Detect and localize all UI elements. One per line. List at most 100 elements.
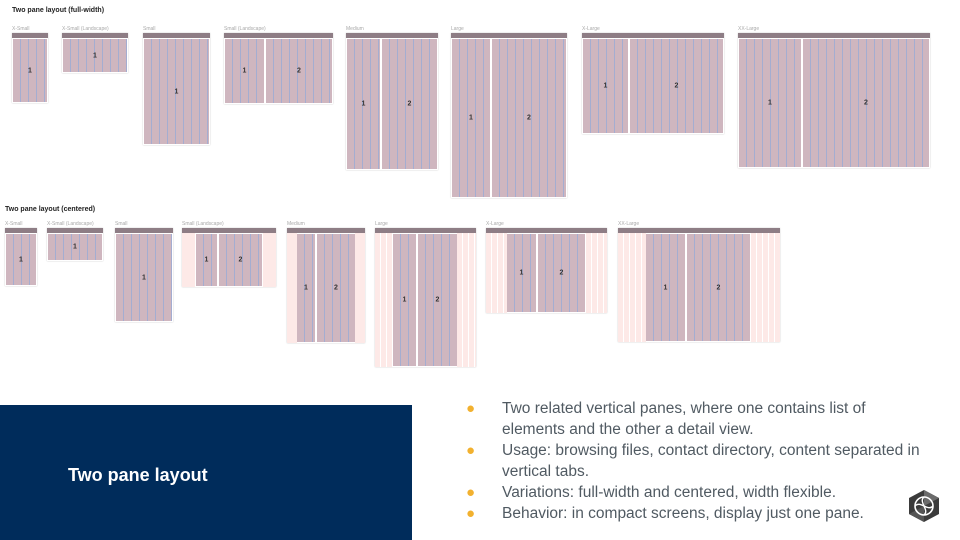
pane-2: 2	[382, 39, 437, 169]
bullet-item: ● Variations: full-width and centered, wi…	[462, 482, 932, 503]
pane-number: 2	[297, 67, 301, 75]
bullet-text: Behavior: in compact screens, display ju…	[502, 505, 864, 522]
pane-number: 2	[334, 284, 338, 292]
app-bar	[143, 33, 210, 38]
breakpoint-label: Medium	[346, 26, 364, 32]
breakpoint-label: Small (Landscape)	[224, 26, 266, 32]
panel-title: Two pane layout	[68, 465, 208, 485]
breakpoint-label: Small	[115, 221, 128, 227]
pane-1: 1	[646, 234, 685, 341]
margin-zone	[263, 233, 276, 287]
pane-1: 1	[507, 234, 536, 312]
breakpoint-label: Medium	[287, 221, 305, 227]
pane-2: 2	[317, 234, 355, 342]
pane-number: 2	[238, 256, 243, 264]
app-bar	[5, 228, 37, 233]
pane-number: 2	[674, 82, 679, 90]
bullet-item: ● Usage: browsing files, contact director…	[462, 440, 932, 482]
breakpoint-label: Large	[451, 26, 464, 32]
pane-number: 1	[174, 88, 179, 95]
breakpoint-label: X-Small (Landscape)	[47, 221, 94, 227]
app-bar	[62, 33, 128, 38]
pane-number: 2	[407, 100, 412, 108]
pane-number: 1	[73, 243, 77, 251]
app-bar	[47, 228, 103, 233]
pane-1: 1	[583, 39, 628, 133]
app-bar	[375, 228, 476, 233]
pane-number: 1	[304, 284, 308, 292]
margin-zone	[486, 233, 507, 313]
breakpoint-label: XX-Large	[618, 221, 640, 227]
margin-zone	[355, 233, 365, 343]
pane-2: 2	[492, 39, 566, 197]
pane-number: 1	[204, 256, 209, 264]
device-frame: 1	[5, 228, 37, 286]
pane-number: 1	[19, 256, 23, 263]
bullet-dot-icon: ●	[466, 505, 476, 522]
pane-2: 2	[266, 39, 332, 103]
margin-zone	[287, 233, 297, 343]
pane-2: 2	[803, 39, 929, 167]
pane-number: 1	[663, 284, 668, 291]
bullet-dot-icon: ●	[466, 484, 476, 501]
pane-1: 1	[452, 39, 490, 197]
margin-zone	[618, 233, 646, 342]
pane-2: 2	[538, 234, 585, 312]
pane-1: 1	[13, 39, 47, 102]
pane-1: 1	[347, 39, 380, 169]
device-frame: 1	[12, 33, 48, 103]
pane-number: 2	[435, 296, 440, 304]
pane-number: 2	[716, 284, 721, 291]
breakpoint-label: X-Small	[12, 26, 30, 32]
pane-number: 1	[142, 274, 146, 281]
pane-1: 1	[48, 234, 102, 260]
pane-2: 2	[687, 234, 750, 341]
device-frame: 1	[62, 33, 128, 73]
pane-number: 1	[402, 296, 407, 304]
margin-zone	[751, 233, 780, 342]
breakpoint-label: Small (Landscape)	[182, 221, 224, 227]
pane-2: 2	[418, 234, 457, 366]
pane-1: 1	[6, 234, 36, 285]
app-bar	[115, 228, 173, 233]
pane-1: 1	[225, 39, 264, 103]
breakpoint-label: Small	[143, 26, 156, 32]
bullet-text: Variations: full-width and centered, wid…	[502, 484, 836, 501]
breakpoint-label: X-Small (Landscape)	[62, 26, 109, 32]
pane-number: 1	[469, 114, 473, 122]
pane-2: 2	[630, 39, 723, 133]
section-title: Two pane layout (full-width)	[12, 7, 105, 14]
margin-zone	[586, 233, 607, 313]
app-bar	[582, 33, 724, 38]
app-bar	[287, 228, 365, 233]
app-bar	[618, 228, 780, 233]
app-bar	[224, 33, 333, 38]
app-bar	[738, 33, 930, 38]
device-frame: 1	[47, 228, 103, 261]
bullet-dot-icon: ●	[466, 442, 476, 459]
device-frame: 1	[143, 33, 210, 145]
bullet-item: ● Behavior: in compact screens, display j…	[462, 503, 932, 524]
pane-number: 2	[864, 99, 868, 107]
breakpoint-label: X-Large	[486, 221, 504, 227]
pane-1: 1	[393, 234, 416, 366]
title-panel: Two pane layout	[0, 405, 412, 540]
pane-number: 1	[242, 67, 247, 75]
pane-2: 2	[219, 234, 262, 286]
pane-number: 1	[361, 100, 366, 108]
pane-1: 1	[297, 234, 315, 342]
pane-1: 1	[63, 39, 127, 72]
margin-zone	[375, 233, 392, 367]
bullet-item: ● Two related vertical panes, where one c…	[462, 398, 932, 440]
app-bar	[486, 228, 607, 233]
pane-number: 2	[527, 114, 531, 122]
breakpoint-label: X-Small	[5, 221, 23, 227]
